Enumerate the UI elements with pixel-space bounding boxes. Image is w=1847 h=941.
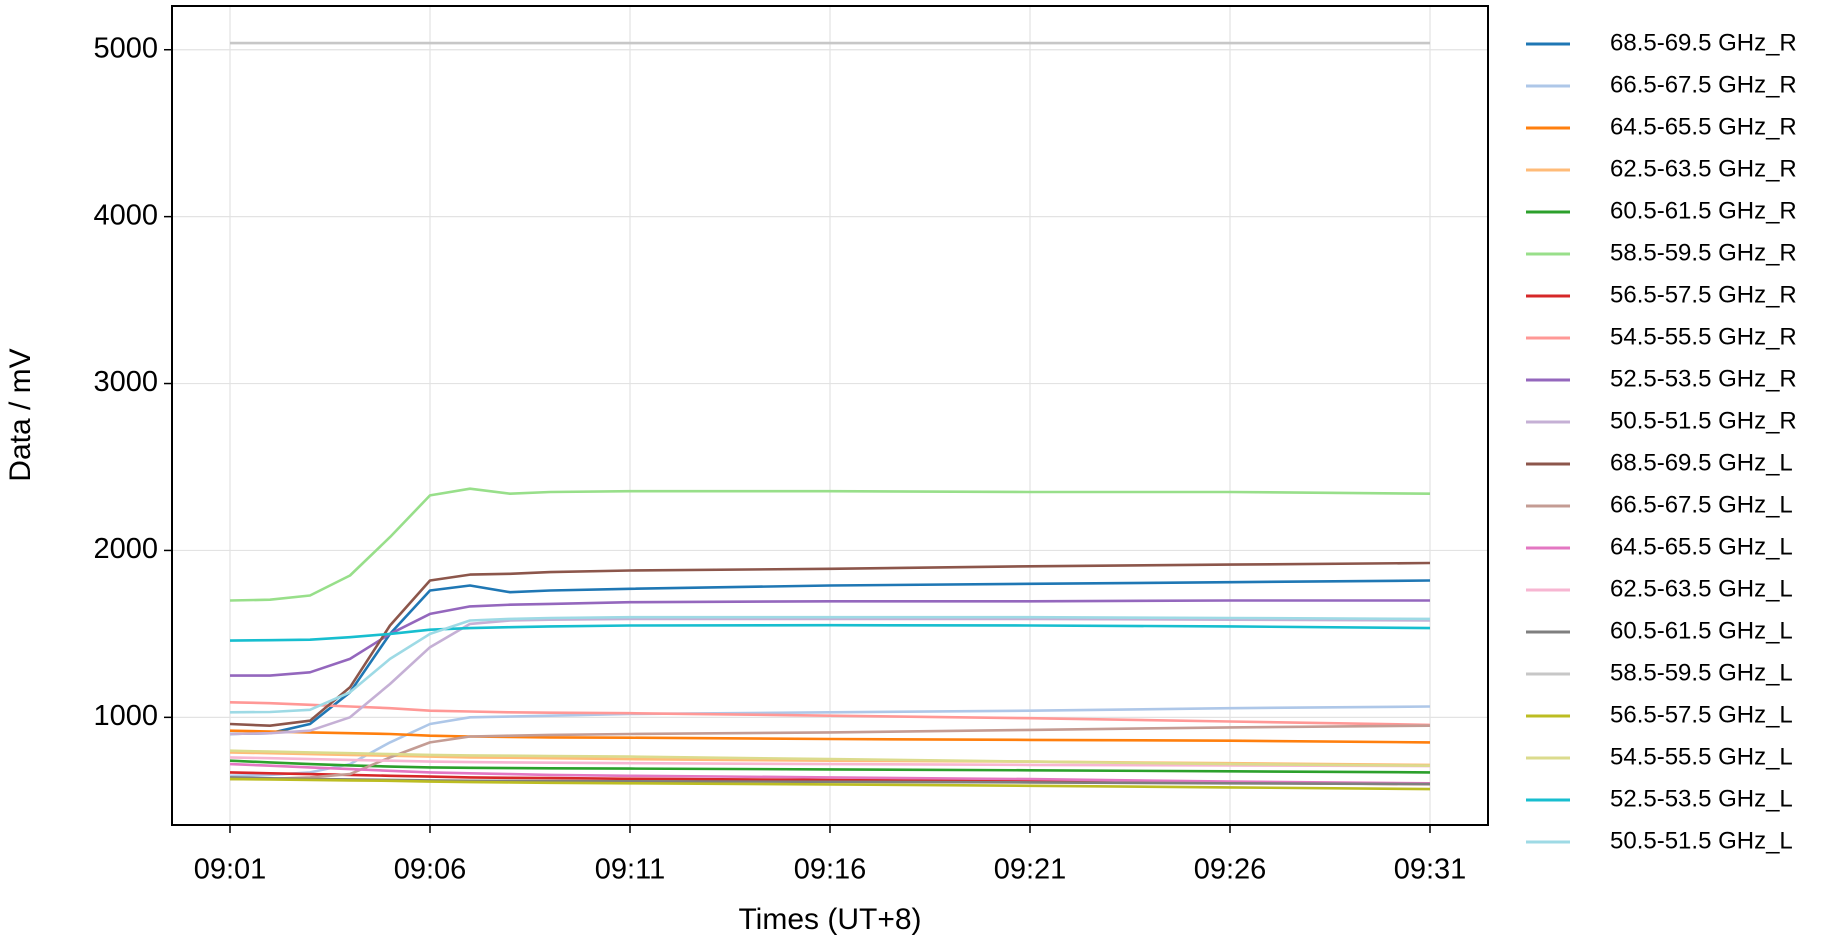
legend-label: 68.5-69.5 GHz_L (1610, 449, 1793, 476)
legend-label: 62.5-63.5 GHz_L (1610, 575, 1793, 602)
legend-label: 66.5-67.5 GHz_L (1610, 491, 1793, 518)
series-line (229, 579, 1431, 736)
legend-label: 52.5-53.5 GHz_R (1610, 365, 1797, 392)
legend-label: 64.5-65.5 GHz_L (1610, 533, 1793, 560)
legend-label: 68.5-69.5 GHz_R (1610, 29, 1797, 56)
legend-label: 54.5-55.5 GHz_R (1610, 323, 1797, 350)
series-line (229, 705, 1431, 778)
series-line (229, 617, 1431, 736)
y-tick-label: 2000 (93, 533, 158, 565)
series-line (229, 762, 1431, 785)
series-line (229, 756, 1431, 768)
x-axis-label: Times (UT+8) (738, 903, 921, 936)
legend-label: 50.5-51.5 GHz_L (1610, 827, 1793, 854)
y-tick-label: 1000 (93, 700, 158, 732)
legend-label: 58.5-59.5 GHz_R (1610, 239, 1797, 266)
series-line (229, 701, 1431, 727)
legend-label: 56.5-57.5 GHz_R (1610, 281, 1797, 308)
x-tick-label: 09:26 (1194, 854, 1267, 886)
x-tick-label: 09:16 (794, 854, 867, 886)
y-tick-label: 3000 (93, 366, 158, 398)
y-axis-label: Data / mV (4, 348, 37, 481)
series-line (229, 561, 1431, 727)
x-tick-label: 09:31 (1394, 854, 1467, 886)
legend-label: 52.5-53.5 GHz_L (1610, 785, 1793, 812)
series-line (230, 599, 1430, 677)
series-line (229, 487, 1431, 602)
legend-label: 60.5-61.5 GHz_R (1610, 197, 1797, 224)
x-tick-label: 09:01 (194, 854, 267, 886)
series-line (229, 615, 1431, 714)
legend-label: 58.5-59.5 GHz_L (1610, 659, 1793, 686)
series-line (229, 623, 1431, 642)
series-line (229, 749, 1431, 767)
x-tick-label: 09:21 (994, 854, 1067, 886)
x-tick-label: 09:11 (595, 854, 665, 886)
y-tick-label: 4000 (93, 199, 158, 231)
legend-label: 64.5-65.5 GHz_R (1610, 113, 1797, 140)
y-tick-label: 5000 (93, 32, 158, 64)
legend-label: 56.5-57.5 GHz_L (1610, 701, 1793, 728)
legend-label: 54.5-55.5 GHz_L (1610, 743, 1793, 770)
plot-frame (171, 5, 1489, 826)
series-line (229, 724, 1431, 781)
legend-label: 66.5-67.5 GHz_R (1610, 71, 1797, 98)
series-line (229, 777, 1431, 791)
legend-label: 60.5-61.5 GHz_L (1610, 617, 1793, 644)
legend: 68.5-69.5 GHz_R 66.5-67.5 GHz_R 64.5-65.5 … (1526, 29, 1797, 854)
x-tick-label: 09:06 (394, 854, 467, 886)
series-line (229, 759, 1431, 774)
legend-label: 50.5-51.5 GHz_R (1610, 407, 1797, 434)
legend-label: 62.5-63.5 GHz_R (1610, 155, 1797, 182)
